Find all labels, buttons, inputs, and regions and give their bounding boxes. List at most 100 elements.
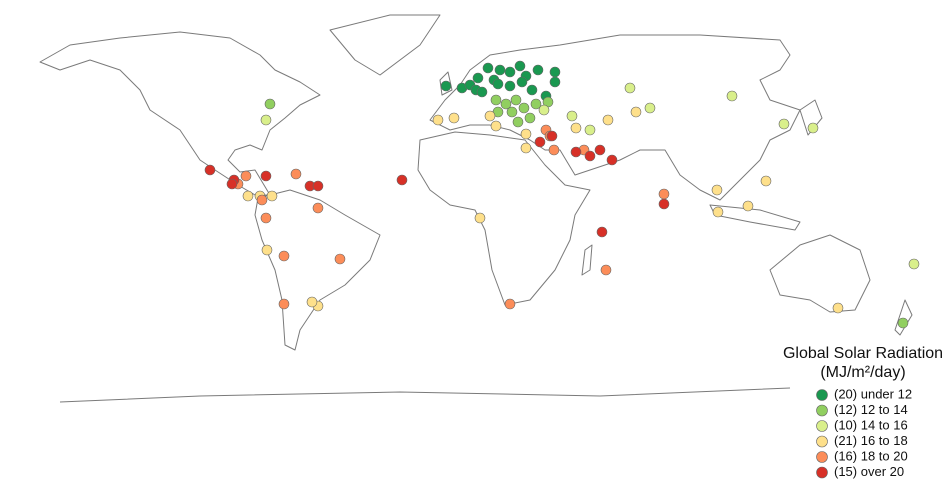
- station-dot: [432, 114, 444, 126]
- station-dot: [538, 104, 550, 116]
- station-dot: [566, 110, 578, 122]
- north-america: [39, 31, 321, 196]
- legend: Global Solar Radiation (MJ/m²/day) (20) …: [783, 345, 943, 479]
- legend-swatch: [816, 389, 828, 401]
- station-dot: [290, 168, 302, 180]
- station-dot: [256, 194, 268, 206]
- legend-swatch: [816, 466, 828, 479]
- station-dot: [312, 202, 324, 214]
- legend-label: (21) 16 to 18: [834, 433, 908, 448]
- station-dot: [602, 114, 614, 126]
- indonesia: [709, 204, 801, 231]
- station-dot: [474, 212, 486, 224]
- station-dot: [514, 60, 526, 72]
- japan: [799, 99, 823, 136]
- station-dot: [504, 80, 516, 92]
- station-dot: [658, 188, 670, 200]
- legend-label: (15) over 20: [834, 464, 904, 479]
- south-america: [254, 189, 381, 351]
- station-dot: [584, 124, 596, 136]
- station-dot: [278, 250, 290, 262]
- station-dot: [516, 76, 528, 88]
- station-dot: [490, 120, 502, 132]
- australia: [769, 234, 871, 313]
- station-dot: [658, 198, 670, 210]
- station-dot: [260, 170, 272, 182]
- legend-swatch: [816, 451, 828, 463]
- new-zealand: [894, 299, 913, 336]
- station-dot: [570, 122, 582, 134]
- stations: [204, 60, 920, 329]
- station-dot: [549, 76, 561, 88]
- station-dot: [778, 118, 790, 130]
- station-dot: [278, 298, 290, 310]
- station-dot: [226, 178, 238, 190]
- station-dot: [524, 112, 536, 124]
- station-dot: [242, 190, 254, 202]
- station-dot: [494, 64, 506, 76]
- station-dot: [712, 206, 724, 218]
- land: [39, 14, 913, 403]
- station-dot: [518, 102, 530, 114]
- station-dot: [500, 98, 512, 110]
- station-dot: [204, 164, 216, 176]
- station-dot: [520, 128, 532, 140]
- station-dot: [596, 226, 608, 238]
- station-dot: [484, 110, 496, 122]
- legend-label: (12) 12 to 14: [834, 402, 908, 417]
- station-dot: [260, 114, 272, 126]
- station-dot: [260, 212, 272, 224]
- station-dot: [510, 94, 522, 106]
- station-dot: [492, 78, 504, 90]
- station-dot: [908, 258, 920, 270]
- legend-swatch: [816, 404, 828, 417]
- station-dot: [240, 170, 252, 182]
- legend-label: (16) 18 to 20: [834, 448, 908, 463]
- station-dot: [448, 112, 460, 124]
- madagascar: [581, 244, 593, 276]
- station-dot: [506, 106, 518, 118]
- legend-unit: (MJ/m²/day): [820, 364, 905, 381]
- station-dot: [546, 130, 558, 142]
- station-dot: [261, 244, 273, 256]
- station-dot: [742, 200, 754, 212]
- station-dot: [526, 84, 538, 96]
- station-dot: [520, 142, 532, 154]
- station-dot: [832, 302, 844, 314]
- station-dot: [312, 180, 324, 192]
- legend-title: Global Solar Radiation: [783, 345, 943, 362]
- station-dot: [630, 106, 642, 118]
- station-dot: [396, 174, 408, 186]
- station-dot: [532, 64, 544, 76]
- station-dot: [334, 253, 346, 265]
- legend-items: (20) under 12(12) 12 to 14(10) 14 to 16(…: [816, 386, 912, 479]
- station-dot: [512, 116, 524, 128]
- station-dot: [644, 102, 656, 114]
- station-dot: [266, 190, 278, 202]
- station-dot: [726, 90, 738, 102]
- greenland: [329, 14, 441, 76]
- station-dot: [440, 80, 452, 92]
- station-dot: [490, 94, 502, 106]
- legend-label: (20) under 12: [834, 386, 912, 401]
- station-dot: [504, 298, 516, 310]
- station-dot: [549, 66, 561, 78]
- station-dot: [306, 296, 318, 308]
- station-dot: [472, 72, 484, 84]
- station-dot: [600, 264, 612, 276]
- station-dot: [624, 82, 636, 94]
- station-dot: [534, 136, 546, 148]
- africa: [417, 131, 591, 306]
- station-dot: [711, 184, 723, 196]
- station-dot: [570, 146, 582, 158]
- station-dot: [530, 98, 542, 110]
- station-dot: [504, 66, 516, 78]
- legend-swatch: [816, 420, 828, 432]
- station-dot: [476, 86, 488, 98]
- station-dot: [594, 144, 606, 156]
- antarctica: [59, 387, 791, 403]
- legend-label: (10) 14 to 16: [834, 417, 908, 432]
- station-dot: [897, 317, 909, 329]
- station-dot: [482, 62, 494, 74]
